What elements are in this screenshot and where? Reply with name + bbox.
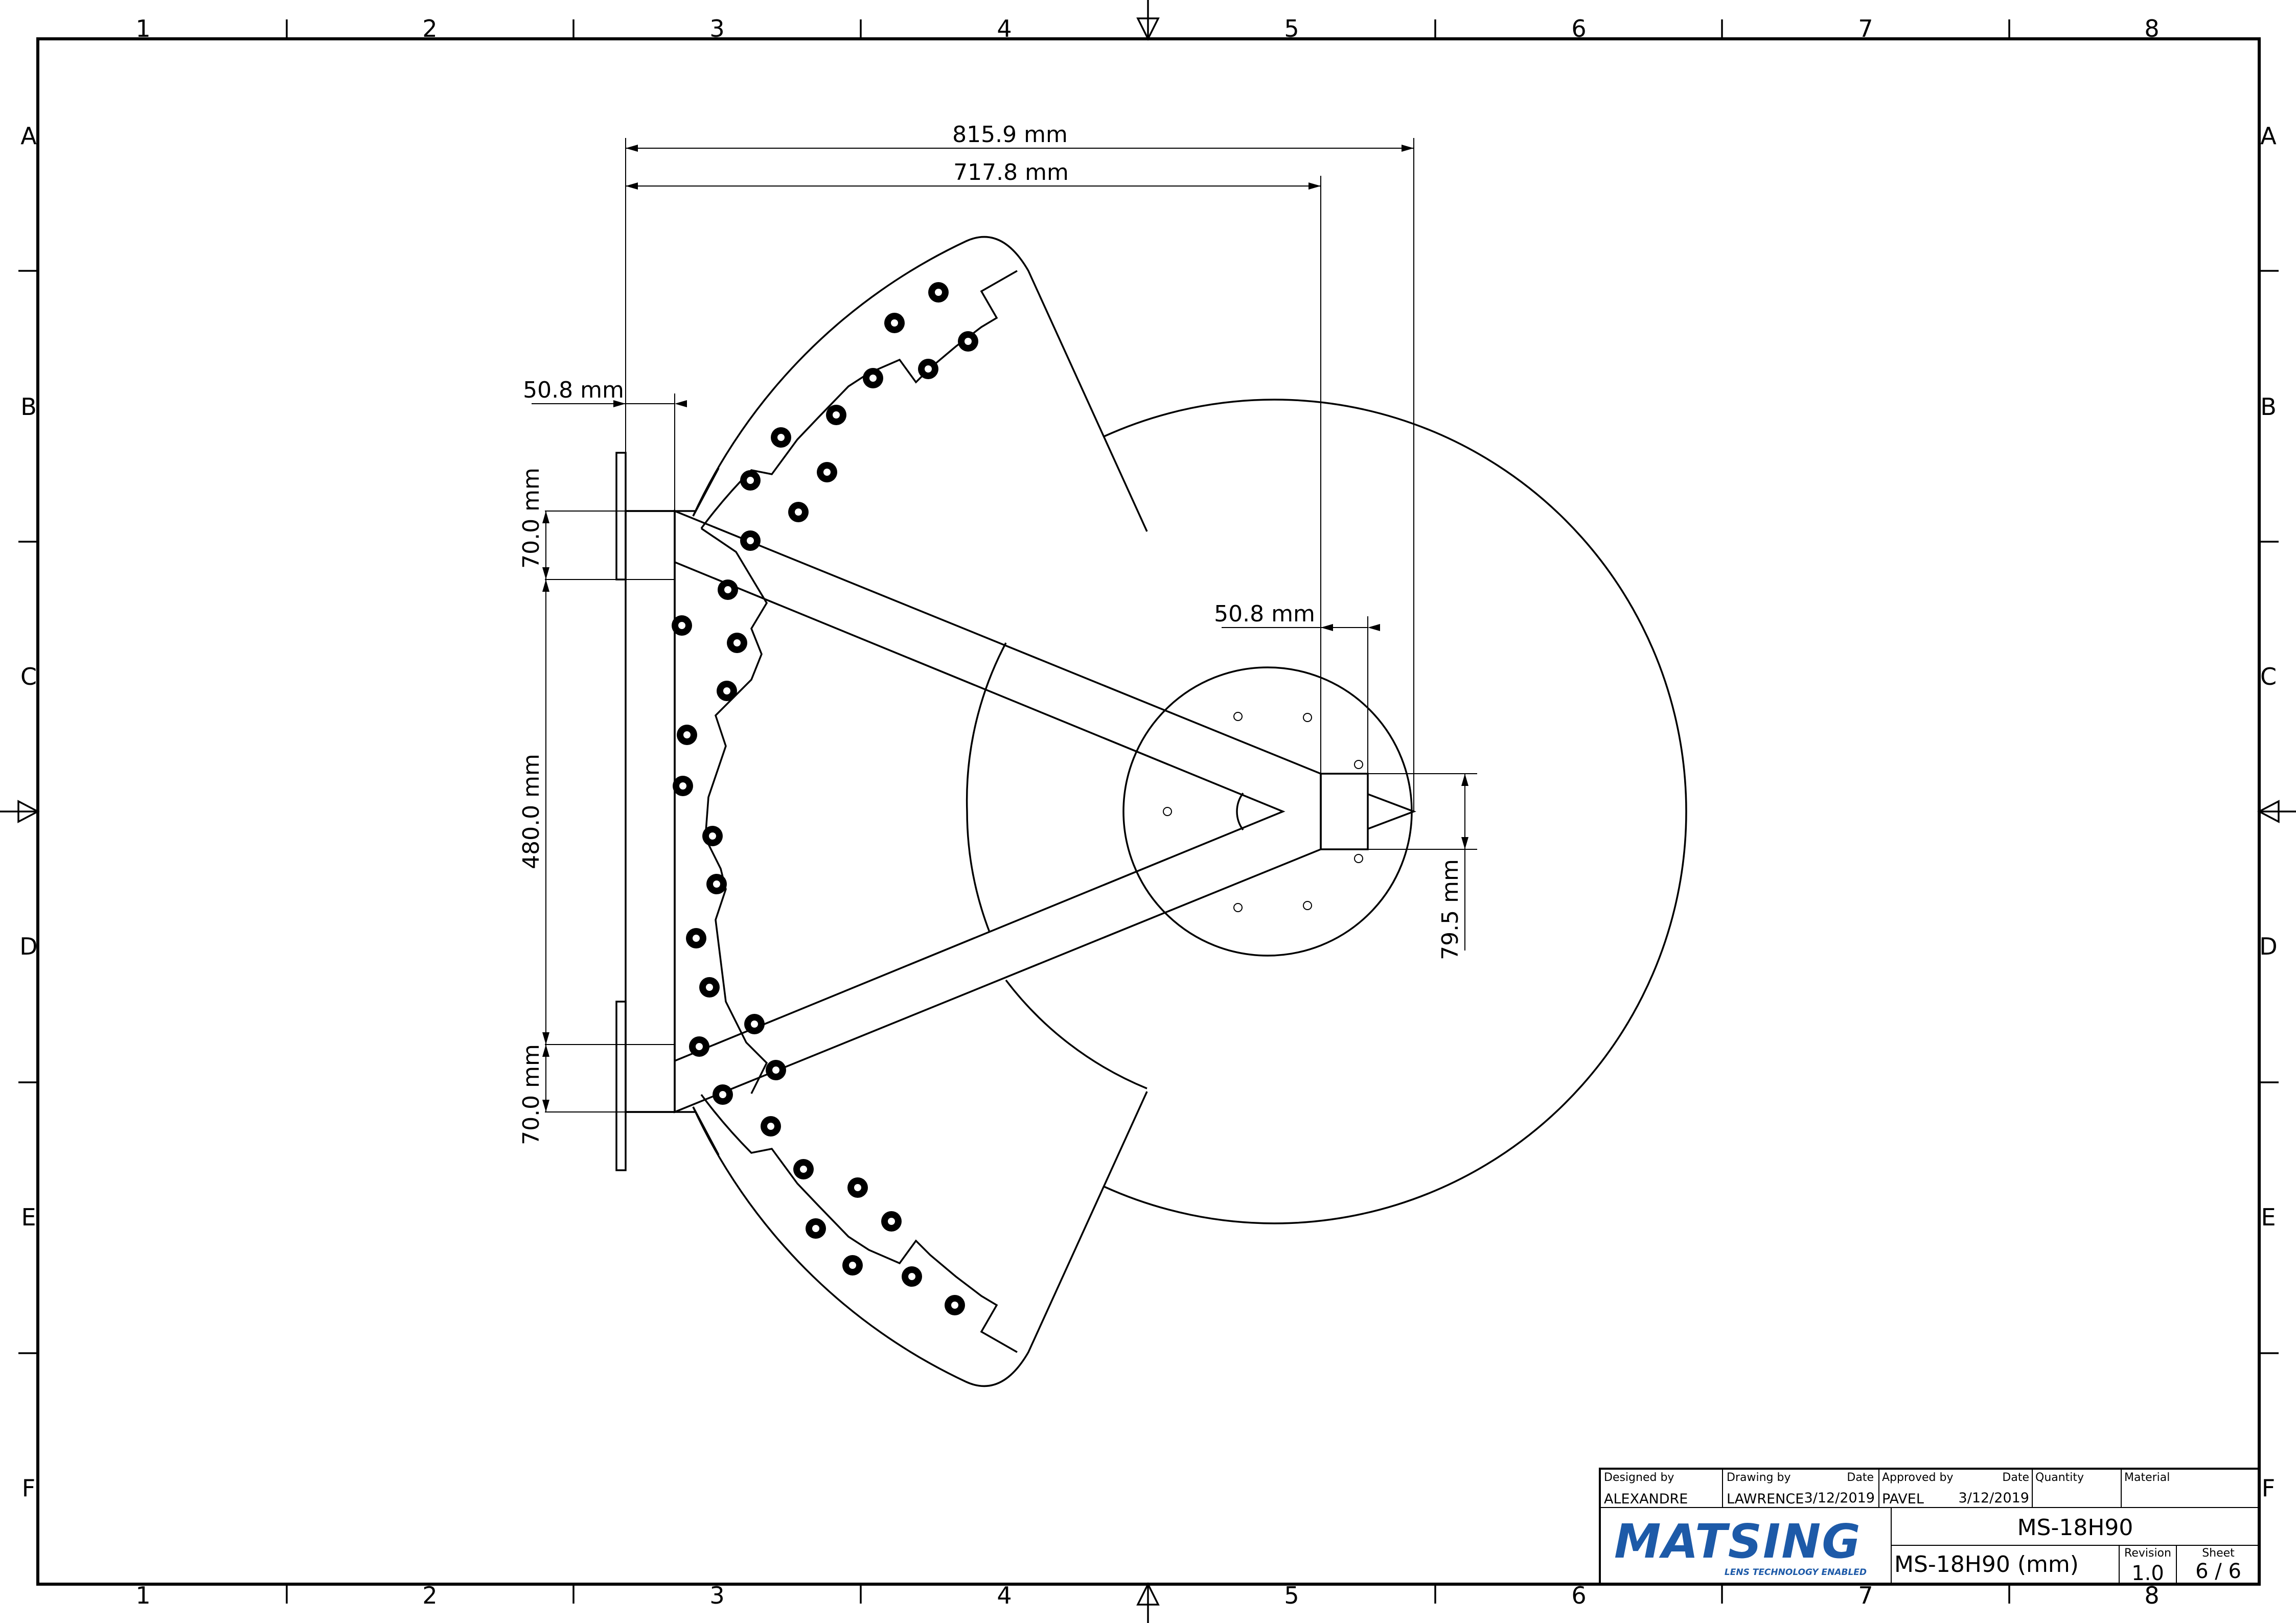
lens-wavy-edge bbox=[701, 527, 768, 1094]
large-lens-inner-arc-left bbox=[966, 811, 991, 933]
designed-by-label: Designed by bbox=[1604, 1471, 1674, 1484]
zone-row-c-left: C bbox=[20, 663, 37, 690]
zone-ticks bbox=[18, 19, 2279, 1604]
zone-col-1-top: 1 bbox=[135, 15, 150, 42]
zone-col-3-bottom: 3 bbox=[709, 1582, 724, 1609]
dim-top-mount: 70.0 mm bbox=[518, 468, 544, 569]
zone-col-1-bottom: 1 bbox=[135, 1582, 150, 1609]
large-lens-inner-arc-bottom bbox=[1005, 979, 1147, 1089]
upper-lens-wedge bbox=[692, 236, 1148, 532]
title-block: Designed by ALEXANDRE Drawing by Date LA… bbox=[1599, 1468, 2260, 1585]
dim-bottom-mount: 70.0 mm bbox=[518, 1044, 544, 1145]
zone-col-3-top: 3 bbox=[709, 15, 724, 42]
zone-labels: 1 2 3 4 5 6 7 8 1 2 3 4 5 6 7 8 A B C D … bbox=[19, 15, 2277, 1609]
approved-by-value: PAVEL bbox=[1882, 1491, 1924, 1507]
large-lens-inner-arc-top bbox=[966, 642, 1007, 812]
sheet-label: Sheet bbox=[2202, 1547, 2235, 1560]
revision-label: Revision bbox=[2124, 1547, 2171, 1560]
part-number: MS-18H90 bbox=[2017, 1515, 2133, 1541]
zone-row-e-left: E bbox=[21, 1203, 36, 1231]
zone-col-7-top: 7 bbox=[1858, 15, 1873, 42]
zone-row-b-right: B bbox=[2260, 393, 2277, 421]
large-lens-arc bbox=[1104, 399, 1687, 1224]
approved-date-value: 3/12/2019 bbox=[1959, 1490, 2029, 1506]
dimension-lines bbox=[532, 138, 1477, 1112]
lower-lens-wedge bbox=[692, 1091, 1148, 1387]
company-logo: MATSING bbox=[1614, 1514, 1862, 1569]
dim-hub-thickness: 50.8 mm bbox=[1214, 601, 1315, 627]
lower-lens-inner-edge bbox=[700, 1094, 1018, 1353]
approved-by-label: Approved by bbox=[1882, 1471, 1954, 1484]
zone-row-f-right: F bbox=[2262, 1474, 2275, 1502]
drawing-by-value: LAWRENCE bbox=[1727, 1491, 1804, 1507]
zone-row-a-right: A bbox=[2260, 122, 2277, 150]
material-label: Material bbox=[2124, 1471, 2170, 1484]
zone-row-d-right: D bbox=[2259, 933, 2277, 960]
drawing-title: MS-18H90 (mm) bbox=[1894, 1551, 2079, 1578]
zone-col-6-top: 6 bbox=[1571, 15, 1586, 42]
dim-hub-height: 79.5 mm bbox=[1437, 859, 1463, 960]
plate-flange-bottom bbox=[615, 1001, 627, 1171]
zone-row-d-left: D bbox=[19, 933, 37, 960]
zone-col-8-top: 8 bbox=[2144, 15, 2159, 42]
zone-col-2-bottom: 2 bbox=[422, 1582, 437, 1609]
lens-element-dots bbox=[672, 282, 978, 1315]
zone-col-2-top: 2 bbox=[422, 15, 437, 42]
zone-col-5-top: 5 bbox=[1284, 15, 1299, 42]
zone-row-b-left: B bbox=[20, 393, 37, 421]
drawing-by-label: Drawing by bbox=[1727, 1471, 1790, 1484]
quantity-label: Quantity bbox=[2035, 1471, 2084, 1484]
zone-col-8-bottom: 8 bbox=[2144, 1582, 2159, 1609]
zone-col-4-bottom: 4 bbox=[997, 1582, 1012, 1609]
zone-row-e-right: E bbox=[2261, 1203, 2276, 1231]
dim-inner-width: 717.8 mm bbox=[953, 159, 1069, 186]
zone-col-6-bottom: 6 bbox=[1571, 1582, 1586, 1609]
drawing-date-label: Date bbox=[1847, 1471, 1874, 1484]
zone-col-5-bottom: 5 bbox=[1284, 1582, 1299, 1609]
zone-row-a-left: A bbox=[20, 122, 37, 150]
triangle-frame-inner bbox=[674, 561, 1285, 1062]
dim-plate-thickness: 50.8 mm bbox=[523, 377, 624, 403]
sheet-value: 6 / 6 bbox=[2195, 1560, 2241, 1583]
dim-overall-width: 815.9 mm bbox=[952, 122, 1068, 148]
company-tagline: LENS TECHNOLOGY ENABLED bbox=[1725, 1567, 1867, 1578]
zone-row-f-left: F bbox=[22, 1474, 35, 1502]
hub-block bbox=[1320, 773, 1369, 850]
zone-col-4-top: 4 bbox=[997, 15, 1012, 42]
approved-date-label: Date bbox=[2002, 1471, 2029, 1484]
designed-by-value: ALEXANDRE bbox=[1604, 1491, 1688, 1507]
revision-value: 1.0 bbox=[2131, 1562, 2164, 1585]
dim-mount-spacing: 480.0 mm bbox=[518, 754, 544, 869]
zone-row-c-right: C bbox=[2260, 663, 2277, 690]
dimension-arrows bbox=[542, 145, 1468, 1112]
drawing-date-value: 3/12/2019 bbox=[1804, 1490, 1875, 1506]
hub-holes bbox=[1163, 712, 1363, 912]
zone-col-7-bottom: 7 bbox=[1858, 1582, 1873, 1609]
